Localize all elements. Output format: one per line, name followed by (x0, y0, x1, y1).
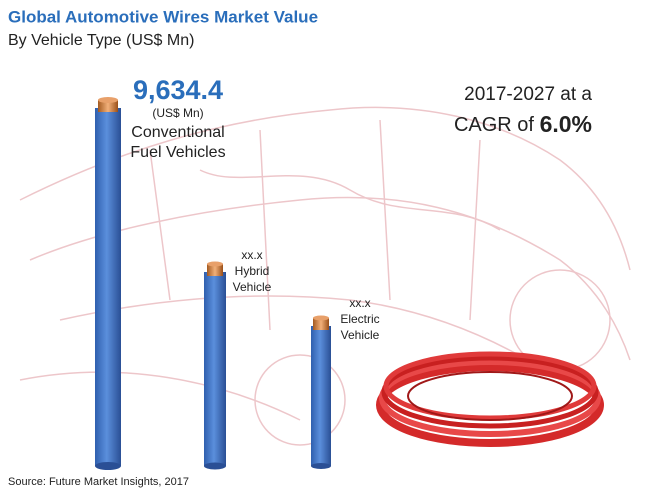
source: Source: Future Market Insights, 2017 (8, 476, 189, 488)
wire-coil (376, 351, 604, 447)
cagr: CAGR of 6.0% (454, 111, 592, 137)
wire (204, 261, 226, 470)
value: xx.x (349, 296, 370, 310)
title: Global Automotive Wires Market Value (8, 7, 318, 26)
label: Vehicle (341, 328, 380, 342)
harness-sketch (19, 106, 631, 446)
value: 9,634.4 (133, 75, 223, 105)
cagr-period: 2017-2027 at a (464, 84, 592, 105)
subtitle: By Vehicle Type (US$ Mn) (8, 32, 194, 49)
value: xx.x (241, 248, 262, 262)
wire (95, 97, 121, 470)
cagr-prefix: CAGR of (454, 114, 534, 136)
label: Conventional (131, 124, 224, 141)
label: Vehicle (233, 280, 272, 294)
wire (311, 315, 331, 469)
label: Fuel Vehicles (130, 144, 225, 161)
cagr-rate: 6.0% (540, 111, 592, 137)
label: Electric (340, 312, 379, 326)
label: Hybrid (235, 264, 270, 278)
unit: (US$ Mn) (152, 106, 203, 120)
